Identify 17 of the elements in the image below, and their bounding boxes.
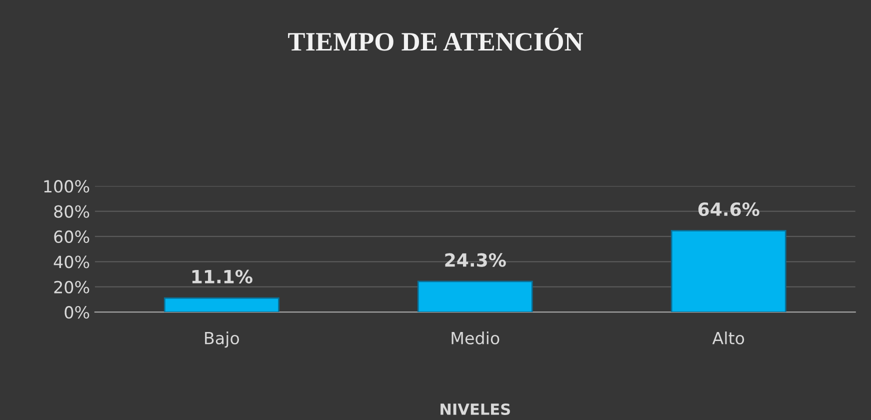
y-tick-label: 100%: [44, 180, 90, 193]
x-tick-label: Medio: [452, 332, 500, 344]
y-tick-label: 60%: [54, 230, 90, 244]
data-label: 64.6%: [698, 202, 760, 216]
bar: [417, 280, 533, 312]
data-label: 11.1%: [192, 270, 252, 284]
x-tick-label: Alto: [712, 332, 744, 344]
bar: [164, 297, 280, 312]
bar: [670, 230, 786, 312]
x-tick-label: Bajo: [205, 332, 239, 348]
y-tick-label: 40%: [54, 256, 90, 268]
x-axis-title: NIVELES: [440, 403, 510, 416]
y-tick-label: 80%: [54, 205, 90, 218]
y-tick-label: 0%: [64, 306, 90, 319]
y-tick-label: 20%: [54, 280, 90, 294]
data-label: 24.3%: [445, 253, 506, 267]
chart-title: TIEMPO DE ATENCIÓN: [288, 28, 584, 51]
